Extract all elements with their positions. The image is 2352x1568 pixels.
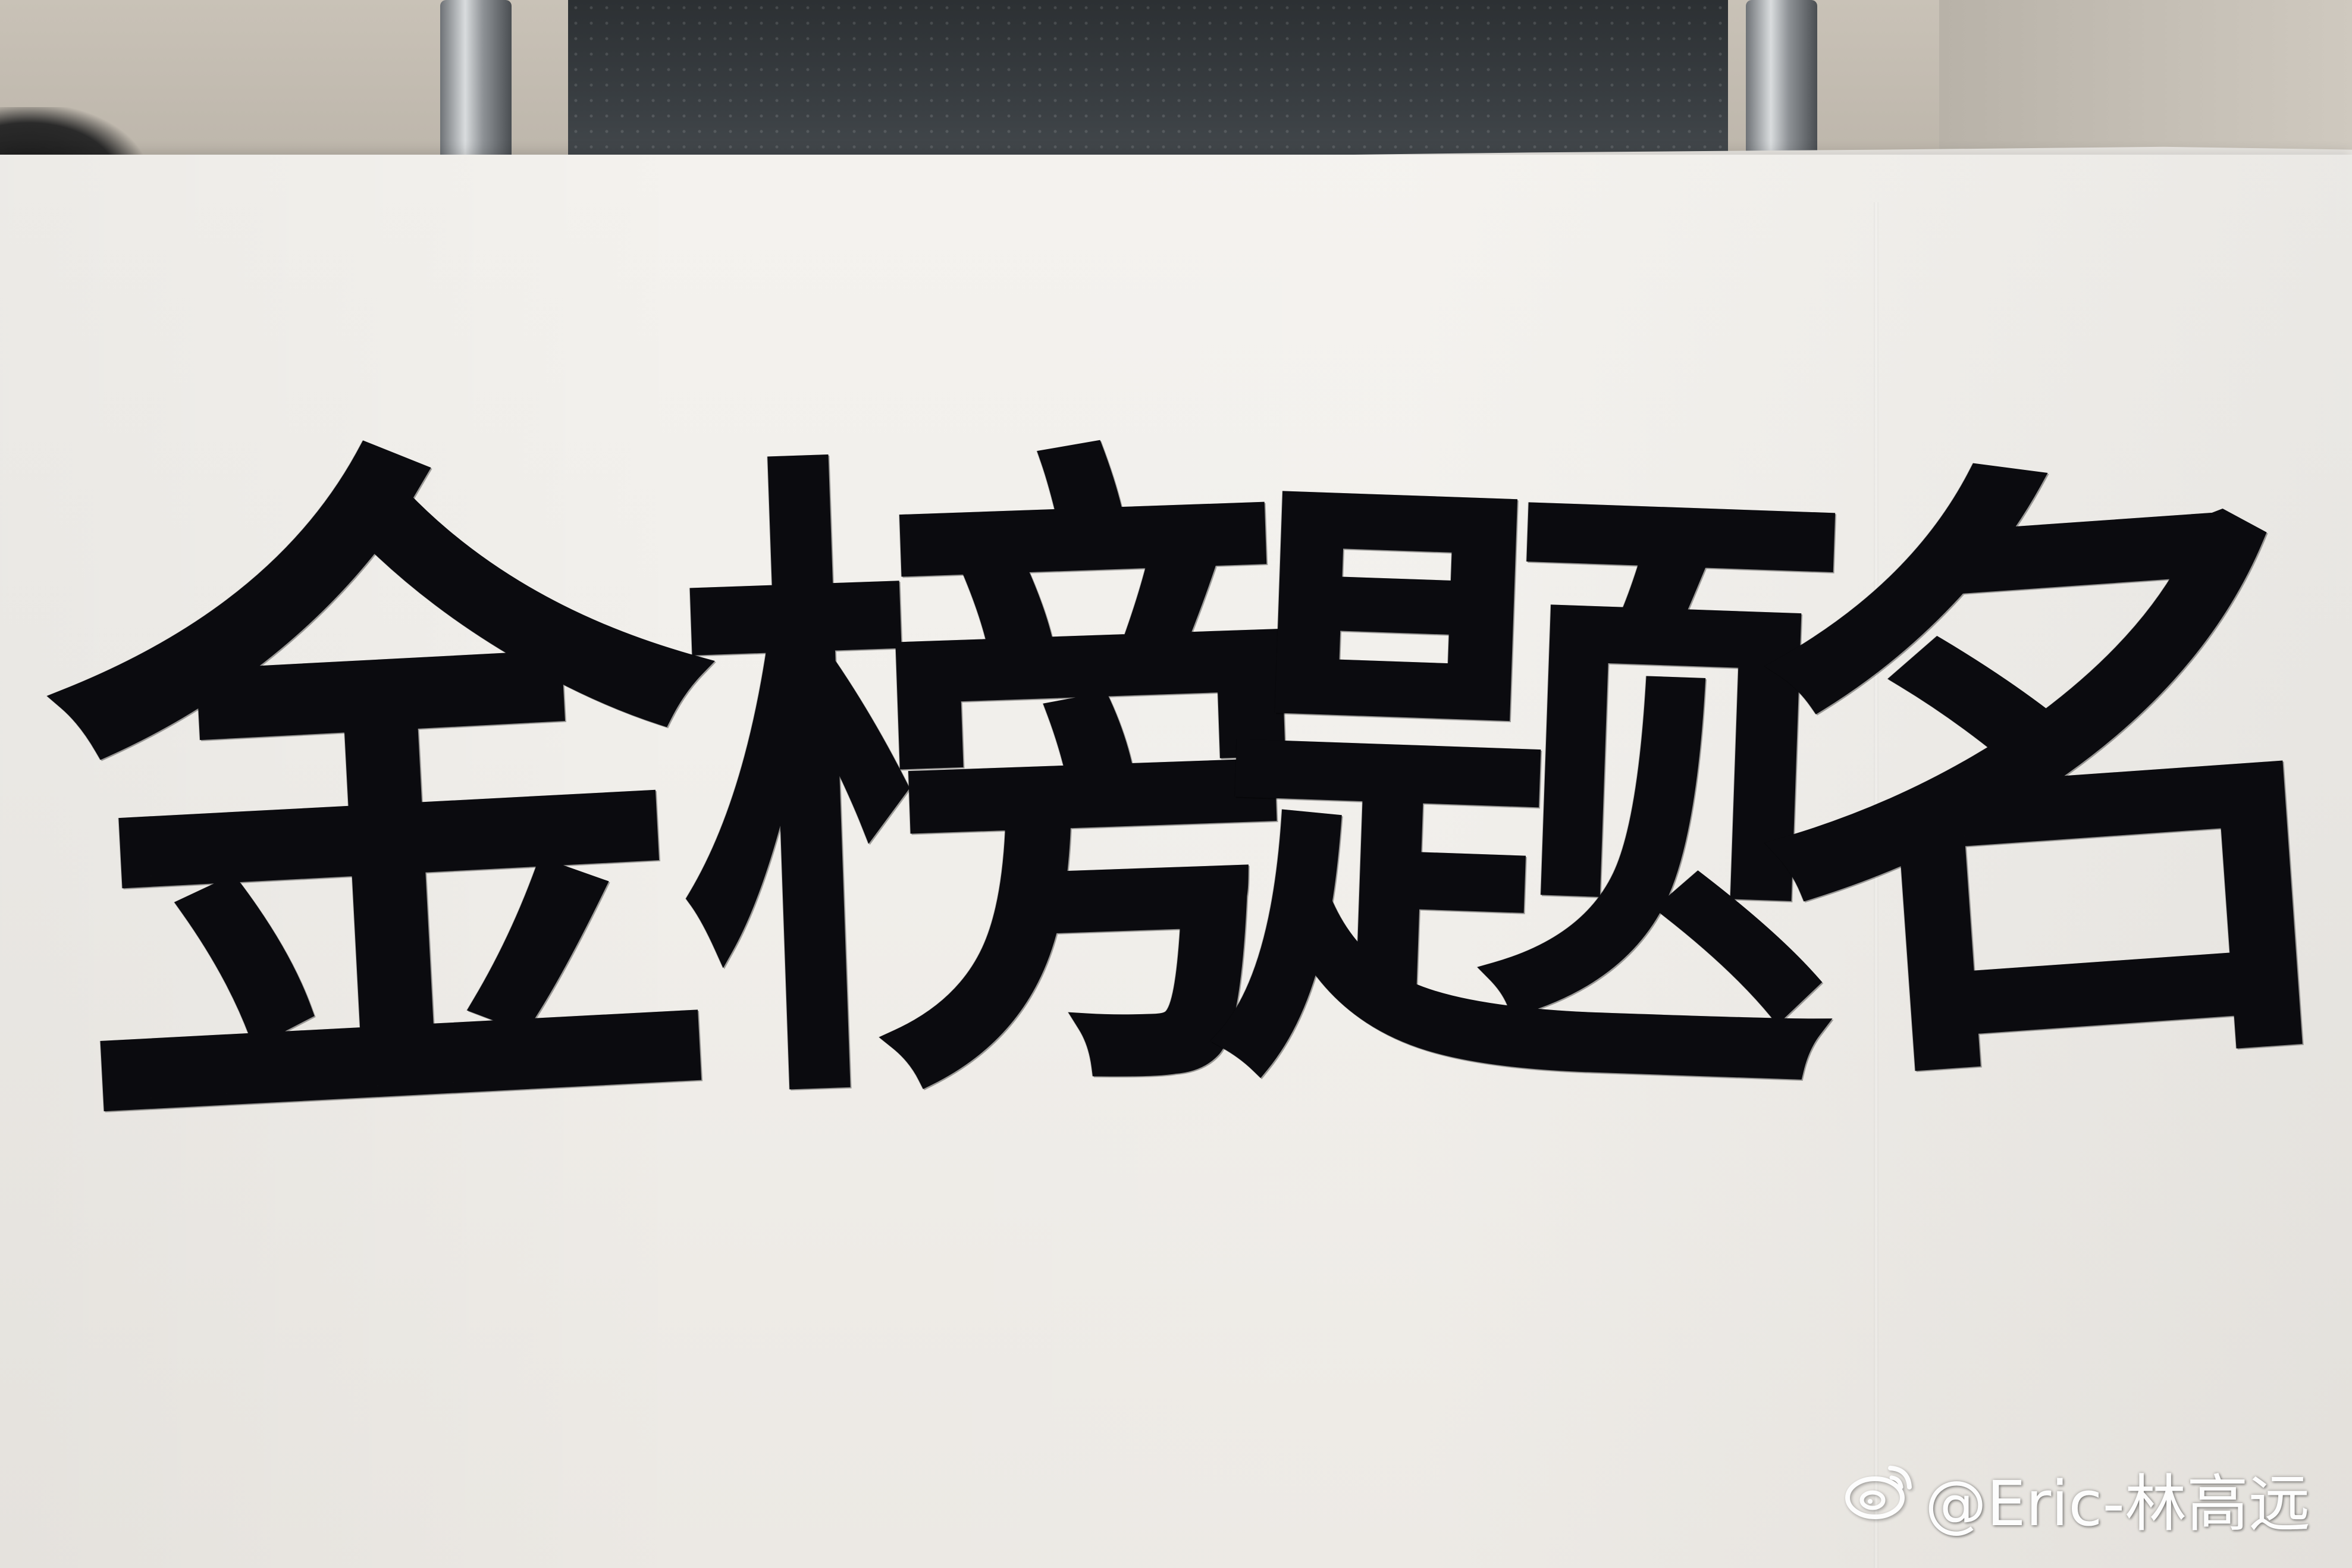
weibo-icon [1844, 1460, 1915, 1536]
watermark: @Eric-林高远 [1844, 1453, 2310, 1543]
calligraphy-char-1: 金 [32, 374, 742, 1233]
calligraphy-char-4: 名 [1724, 388, 2352, 1170]
rice-paper [0, 155, 2352, 1568]
paper-fold-line [1874, 202, 1879, 1568]
watermark-text: @Eric-林高远 [1924, 1467, 2310, 1540]
